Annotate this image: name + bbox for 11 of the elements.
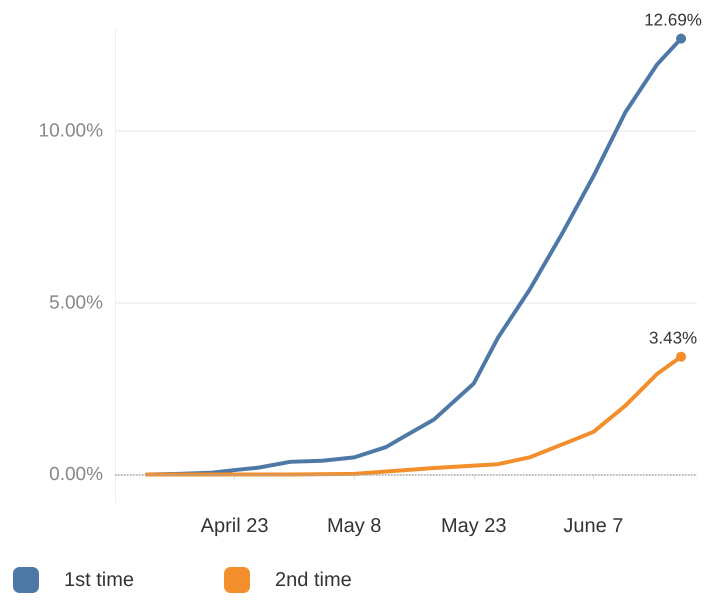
data-label: 12.69% bbox=[644, 10, 702, 30]
legend-label: 1st time bbox=[64, 569, 134, 591]
x-tick-label: May 8 bbox=[326, 515, 382, 537]
y-tick-label: 0.00% bbox=[49, 464, 104, 486]
x-tick-label: April 23 bbox=[200, 515, 268, 537]
legend-label: 2nd time bbox=[275, 569, 352, 591]
y-tick-label: 10.00% bbox=[38, 120, 104, 142]
x-tick-label: May 23 bbox=[440, 515, 507, 537]
data-label: 3.43% bbox=[648, 328, 698, 348]
x-tick-label: June 7 bbox=[563, 515, 624, 537]
y-tick-label: 5.00% bbox=[49, 292, 104, 314]
